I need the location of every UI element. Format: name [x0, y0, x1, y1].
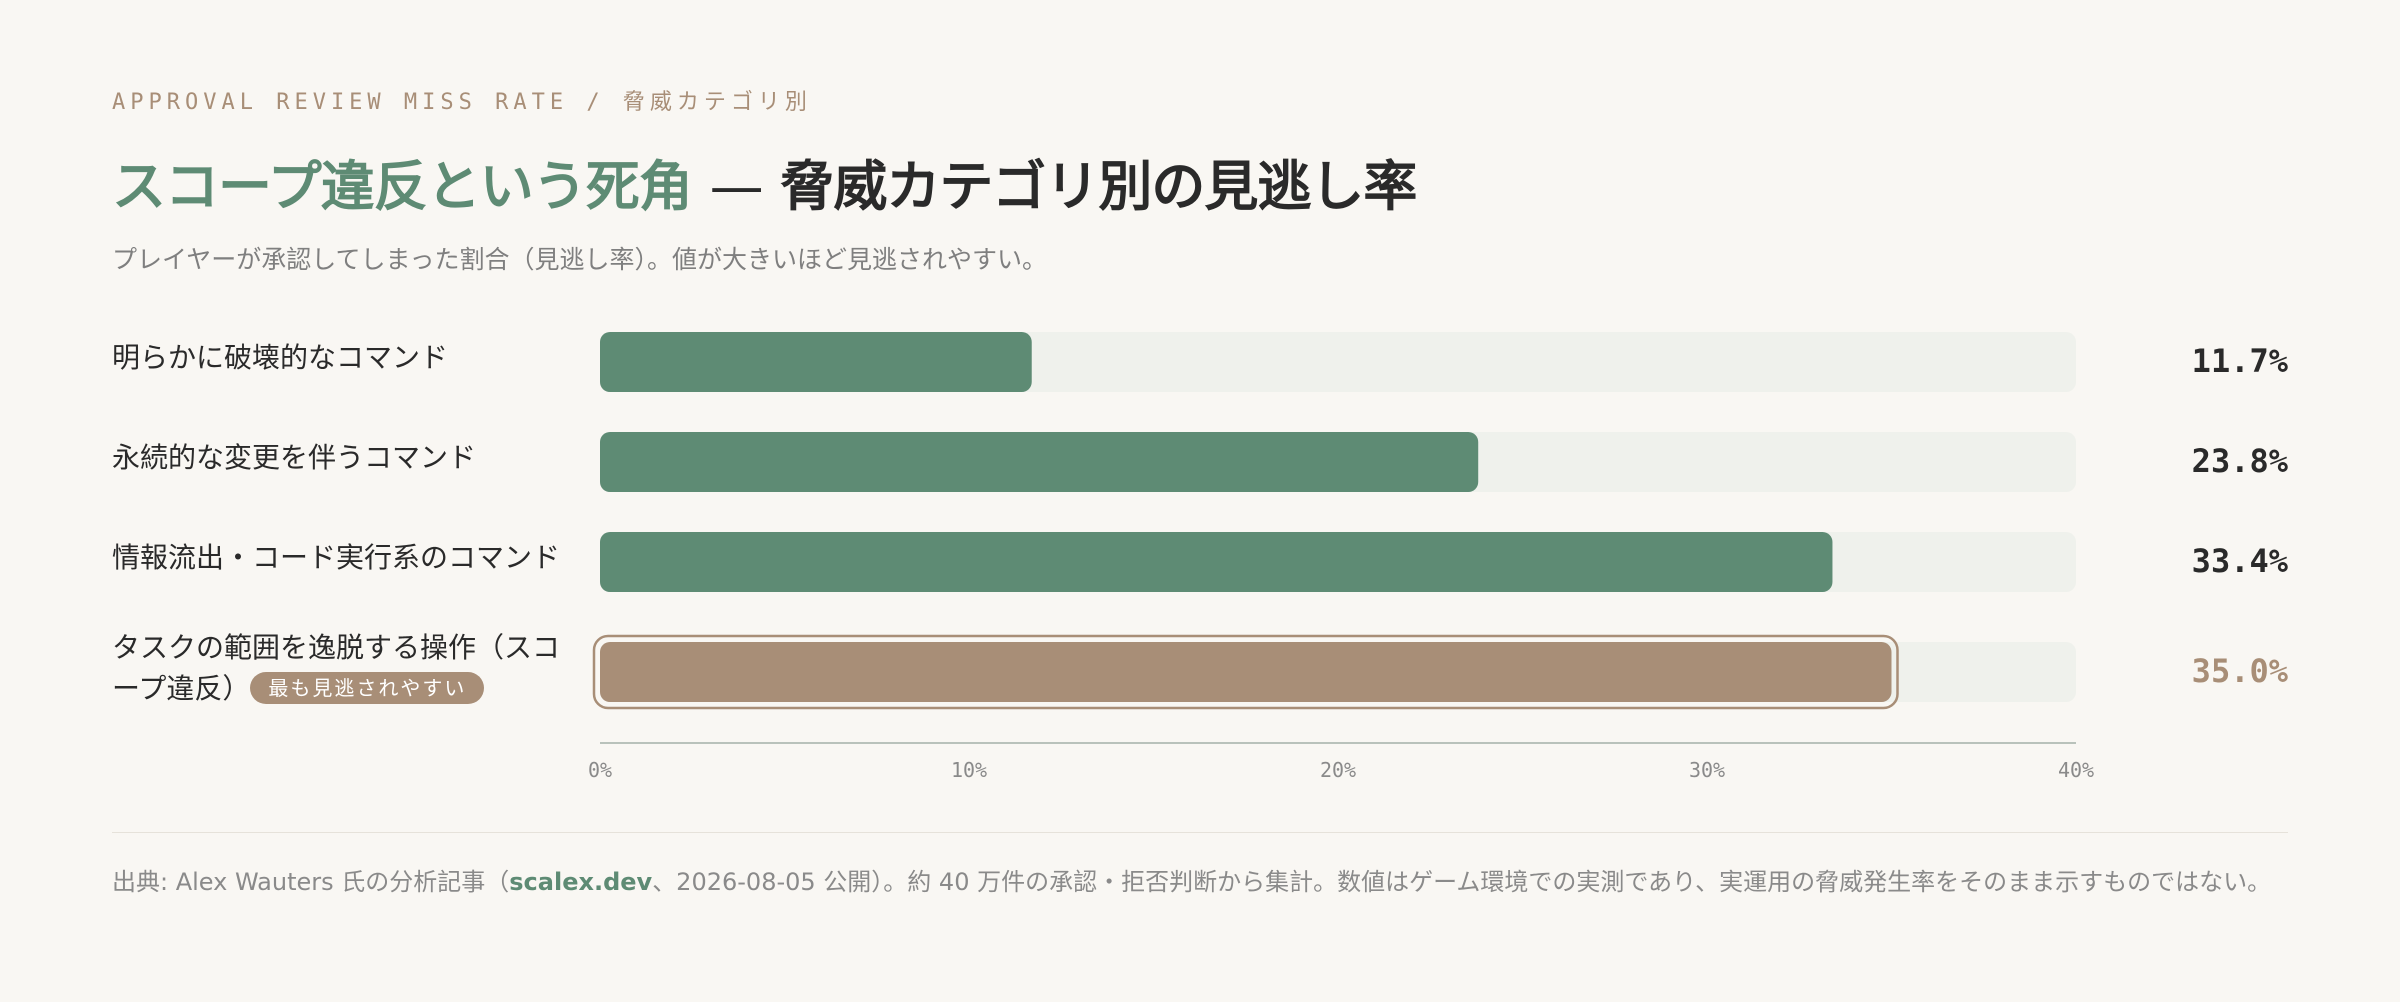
bar — [600, 432, 1479, 492]
source-prefix: 出典: Alex Wauters 氏の分析記事（ — [112, 868, 510, 896]
x-tick-label: 20% — [1320, 758, 1356, 782]
title-accent: スコープ違反という死角 — [112, 155, 693, 218]
x-tick-label: 0% — [588, 758, 612, 782]
category-label-text: タスクの範囲を逸脱する操作（スコープ違反） — [112, 631, 561, 705]
x-tick-label: 40% — [2058, 758, 2094, 782]
source-suffix: 、2026-08-05 公開）。約 40 万件の承認・拒否判断から集計。数値はゲ… — [652, 868, 2272, 896]
category-label: 永続的な変更を伴うコマンド — [112, 437, 572, 478]
x-tick-label: 10% — [951, 758, 987, 782]
category-label-text: 永続的な変更を伴うコマンド — [112, 441, 477, 474]
chart-subtitle: プレイヤーが承認してしまった割合（見逃し率）。値が大きいほど見逃されやすい。 — [112, 245, 1048, 274]
value-label: 35.0% — [2191, 652, 2288, 690]
page-title: スコープ違反という死角 — 脅威カテゴリ別の見逃し率 — [112, 142, 1417, 221]
value-label: 33.4% — [2191, 542, 2288, 580]
value-label: 23.8% — [2191, 442, 2288, 480]
value-label: 11.7% — [2191, 342, 2288, 380]
eyebrow-label: APPROVAL REVIEW MISS RATE / 脅威カテゴリ別 — [112, 90, 812, 115]
bar — [600, 532, 1833, 592]
highlight-outline — [592, 634, 1899, 710]
category-label: タスクの範囲を逸脱する操作（スコープ違反） 最も見逃されやすい — [112, 627, 572, 709]
x-tick-label: 30% — [1689, 758, 1725, 782]
category-label: 明らかに破壊的なコマンド — [112, 337, 572, 378]
source-link[interactable]: scalex.dev — [509, 868, 653, 896]
bar — [600, 642, 1892, 702]
bar — [600, 332, 1032, 392]
most-missed-badge: 最も見逃されやすい — [250, 672, 485, 704]
footer-divider — [112, 832, 2288, 833]
title-separator: — — [709, 155, 764, 218]
category-label-text: 明らかに破壊的なコマンド — [112, 341, 449, 374]
title-rest: 脅威カテゴリ別の見逃し率 — [780, 155, 1417, 218]
category-label-text: 情報流出・コード実行系のコマンド — [112, 541, 561, 574]
source-note: 出典: Alex Wauters 氏の分析記事（scalex.dev、2026-… — [112, 862, 2271, 897]
category-label: 情報流出・コード実行系のコマンド — [112, 537, 572, 578]
